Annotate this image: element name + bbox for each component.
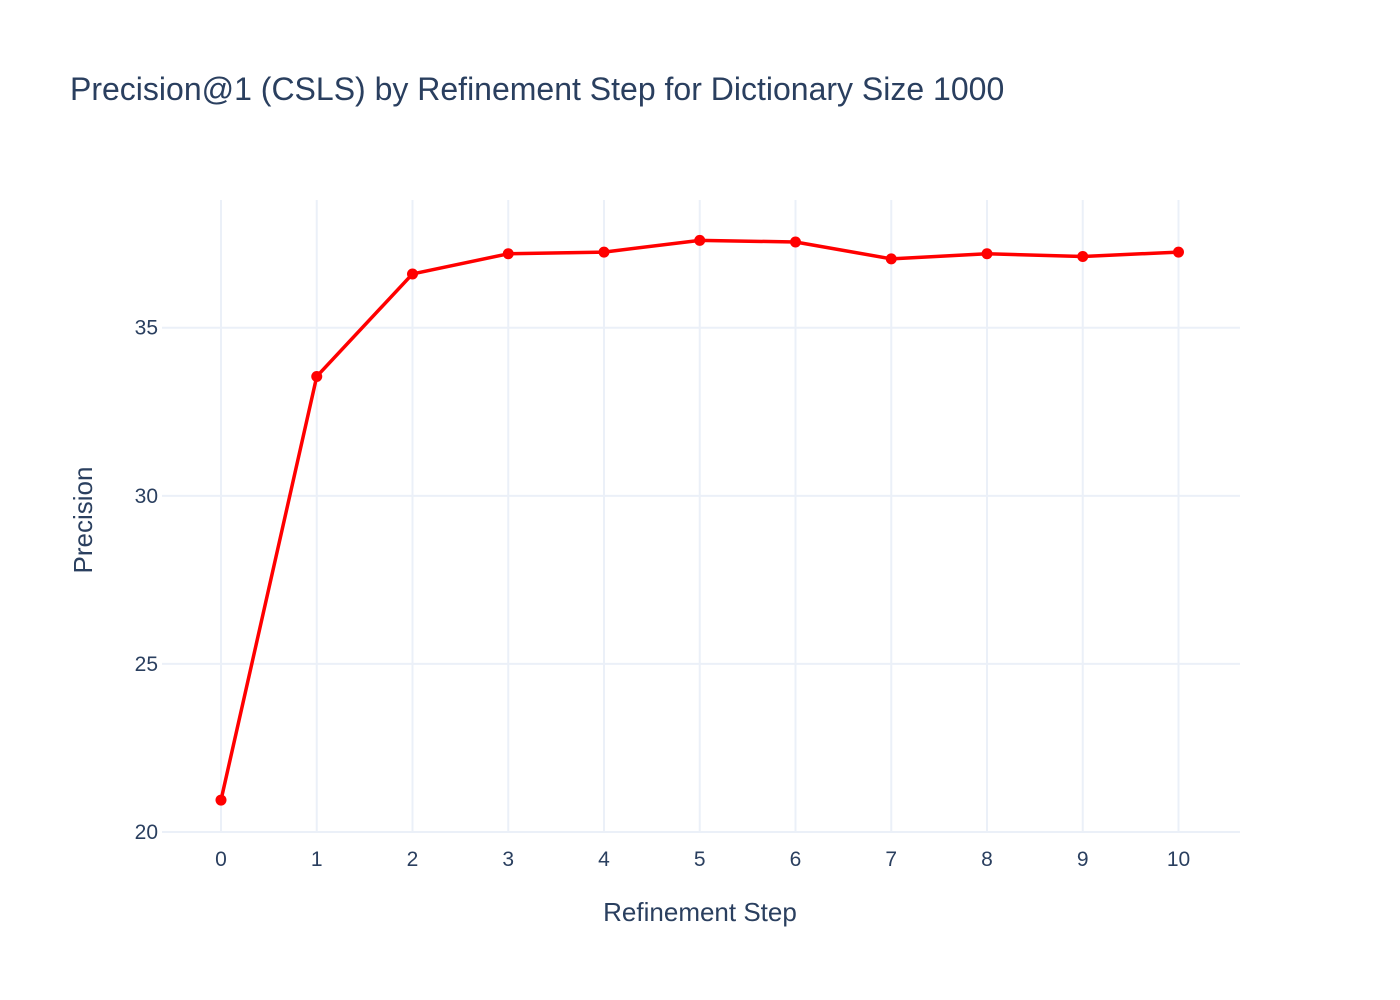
data-point[interactable] [885, 253, 897, 265]
x-tick-label: 2 [407, 848, 419, 871]
data-point[interactable] [694, 234, 706, 246]
x-tick-label: 0 [215, 848, 227, 871]
x-tick-label: 1 [311, 848, 323, 871]
data-point[interactable] [311, 370, 323, 382]
data-point[interactable] [1173, 246, 1184, 258]
grid-lines [162, 200, 1240, 833]
x-tick-label: 4 [598, 848, 610, 871]
data-point[interactable] [502, 248, 514, 260]
y-axis-ticks: 20 25 30 35 [135, 317, 158, 844]
y-tick-label: 30 [135, 485, 158, 508]
x-tick-label: 3 [502, 848, 514, 871]
x-tick-label: 8 [981, 848, 993, 871]
data-point[interactable] [407, 268, 418, 280]
data-point[interactable] [598, 246, 610, 258]
data-point[interactable] [215, 794, 227, 806]
x-tick-label: 9 [1077, 848, 1089, 871]
y-tick-label: 35 [135, 317, 158, 340]
y-axis-title: Precision [68, 467, 98, 574]
series-group [215, 234, 1184, 806]
y-tick-label: 25 [135, 653, 158, 676]
chart-title: Precision@1 (CSLS) by Refinement Step fo… [70, 71, 1004, 107]
data-point[interactable] [790, 236, 801, 248]
data-point[interactable] [1077, 250, 1089, 262]
x-axis-ticks: 0 1 2 3 4 5 6 7 8 9 10 [215, 848, 1190, 871]
x-tick-label: 6 [790, 848, 802, 871]
x-axis-title: Refinement Step [603, 897, 797, 927]
data-point[interactable] [981, 248, 993, 260]
x-tick-label: 10 [1167, 848, 1190, 871]
y-tick-label: 20 [135, 821, 158, 844]
x-tick-label: 5 [694, 848, 706, 871]
x-tick-label: 7 [885, 848, 897, 871]
